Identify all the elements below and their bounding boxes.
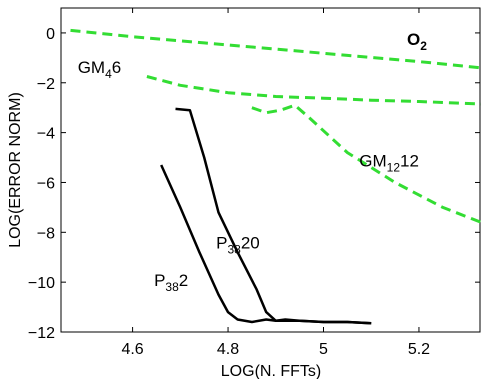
series-label-p20: P3820 — [216, 234, 260, 257]
series-line-p20 — [175, 107, 372, 325]
series-label-gm12: GM1212 — [359, 151, 419, 174]
x-tick-label: 4.6 — [121, 341, 143, 358]
y-tick-label: −4 — [37, 126, 55, 143]
y-tick-label: −2 — [37, 76, 55, 93]
x-tick-label: 5.2 — [408, 341, 430, 358]
y-tick-label: 0 — [46, 26, 55, 43]
series-line-p2 — [160, 164, 372, 325]
y-axis-label: LOG(ERROR NORM) — [7, 92, 24, 248]
series-label-gm4: GM46 — [78, 58, 122, 81]
plot-frame — [60, 7, 481, 333]
y-tick-label: −12 — [28, 325, 55, 342]
x-axis-label: LOG(N. FFTs) — [221, 363, 321, 379]
y-tick-label: −10 — [28, 275, 55, 292]
y-tick-label: −6 — [37, 175, 55, 192]
y-tick-label: −8 — [37, 225, 55, 242]
series-line-gm12 — [251, 103, 481, 224]
x-tick-label: 4.8 — [217, 341, 239, 358]
series-label-p2: P382 — [154, 271, 188, 294]
series-label-o2: O2 — [407, 30, 427, 53]
series-line-gm4 — [146, 75, 481, 106]
x-tick-label: 5 — [319, 341, 328, 358]
